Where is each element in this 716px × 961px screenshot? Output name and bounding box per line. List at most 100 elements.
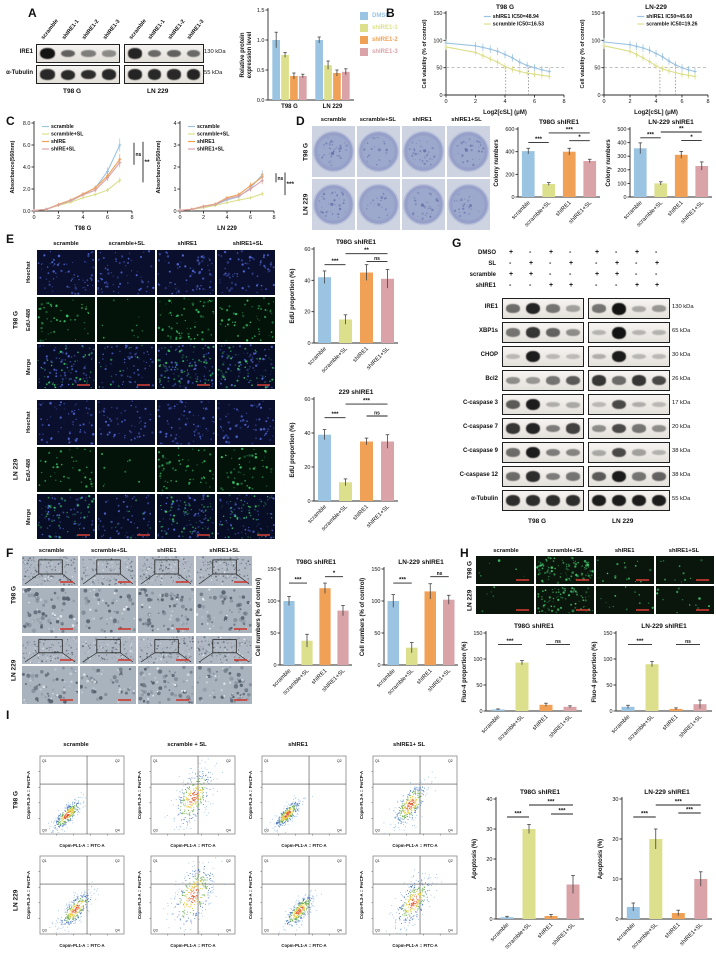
fluorescence-micrograph (217, 297, 275, 342)
fluo4-micrograph (476, 556, 534, 584)
lane-label: scramble (129, 19, 148, 41)
plus-minus-mark: + (529, 271, 533, 278)
svg-text:0.0: 0.0 (23, 209, 31, 215)
svg-text:**: ** (145, 159, 151, 166)
condition-header: scramble (312, 117, 355, 123)
plus-minus-mark: + (569, 260, 573, 267)
svg-text:scramble+SL: scramble+SL (627, 714, 656, 743)
plus-minus-mark: + (549, 249, 553, 256)
svg-text:Absorbance(560nm): Absorbance(560nm) (10, 140, 16, 193)
svg-text:***: *** (636, 639, 644, 645)
blot-strip (588, 490, 670, 511)
svg-text:0: 0 (377, 663, 380, 669)
svg-text:100: 100 (371, 599, 380, 605)
legend-label: shIRE1-3 (372, 49, 398, 55)
protein-label: IRE1 (6, 49, 33, 55)
plus-minus-mark: + (655, 260, 659, 267)
svg-text:Cell viability (% of control): Cell viability (% of control) (580, 19, 586, 88)
plus-minus-mark: + (635, 282, 639, 289)
blot-strip (36, 44, 120, 63)
lane-label: shIRE1-3 (187, 19, 205, 41)
kda-label: 65 kDa (672, 328, 690, 334)
panel-f-image-grid: T98 G LN 229 (8, 556, 256, 706)
svg-text:shIRE1: shIRE1 (352, 346, 370, 364)
condition-header: scramble (24, 742, 128, 748)
svg-text:100: 100 (473, 657, 482, 663)
svg-text:600: 600 (505, 127, 514, 133)
condition-header: shIRE1+SL (655, 548, 713, 554)
svg-text:Cell numbers (% of control): Cell numbers (% of control) (256, 578, 262, 656)
svg-text:shIRE1: shIRE1 (197, 139, 215, 145)
svg-text:0.5: 0.5 (257, 68, 265, 74)
svg-text:***: *** (399, 578, 407, 584)
svg-text:expression level: expression level (247, 31, 253, 78)
brightfield-micrograph (22, 556, 78, 586)
lane-label: scramble (41, 19, 60, 41)
condition-header: scramble+SL (82, 548, 137, 554)
treatment-label: scramble (452, 272, 496, 278)
svg-text:100: 100 (603, 657, 612, 663)
blot-strip (502, 346, 584, 367)
cell-line-label: T98 G (8, 556, 20, 633)
svg-text:shIRE+SL: shIRE+SL (51, 147, 76, 153)
svg-text:***: *** (535, 137, 543, 143)
blot-strip (124, 65, 204, 84)
svg-text:scramble: scramble (481, 714, 502, 735)
svg-text:shIRE1 IC50=48.94: shIRE1 IC50=48.94 (493, 14, 539, 20)
svg-text:50: 50 (436, 66, 442, 72)
svg-text:ns: ns (374, 256, 380, 262)
svg-text:shIRE1+SL: shIRE1+SL (568, 200, 594, 226)
svg-text:100: 100 (591, 38, 600, 44)
blot-strip (588, 466, 670, 487)
svg-text:0: 0 (479, 709, 482, 715)
cell-line-label: T98 G (300, 126, 312, 177)
svg-text:0: 0 (32, 215, 35, 221)
cell-line-label: T98 G (528, 518, 546, 525)
svg-text:scramble: scramble (51, 124, 74, 130)
cell-line-label: LN 229 (300, 179, 312, 230)
svg-text:1.5: 1.5 (257, 8, 265, 14)
stain-label: EdU-488 (23, 297, 35, 342)
condition-header: shIRE1+SL (197, 548, 252, 554)
blot-strip (502, 418, 584, 439)
svg-text:0: 0 (439, 93, 442, 99)
cell-line-label: LN 229 (10, 400, 22, 539)
svg-text:T98G shIRE1: T98G shIRE1 (539, 119, 579, 126)
plus-minus-mark: - (509, 260, 511, 267)
svg-text:50: 50 (270, 631, 276, 637)
blot-strip (588, 418, 670, 439)
brightfield-inset-micrograph (138, 588, 194, 633)
blot-strip (588, 322, 670, 343)
legend-swatch (360, 24, 368, 32)
blot-strip (588, 346, 670, 367)
svg-text:T98G shIRE1: T98G shIRE1 (336, 239, 376, 246)
condition-header: scramble+SL (98, 241, 156, 247)
svg-text:shIRE1+SL: shIRE1+SL (366, 504, 392, 530)
condition-header: shIRE1 (401, 117, 444, 123)
plus-minus-mark: + (615, 260, 619, 267)
panel-label-b: B (386, 6, 395, 20)
svg-text:Absorbance(560nm): Absorbance(560nm) (156, 140, 162, 193)
condition-header: shIRE1+SL (219, 241, 277, 247)
colony-dish (357, 179, 400, 230)
kda-label: 17 kDa (672, 400, 690, 406)
stain-label: Hoechst (23, 400, 35, 445)
fluo4-micrograph (536, 586, 594, 614)
svg-text:2: 2 (474, 99, 477, 105)
plus-minus-mark: - (615, 282, 617, 289)
svg-text:50: 50 (476, 683, 482, 689)
svg-text:8: 8 (272, 215, 275, 221)
svg-text:0: 0 (173, 209, 176, 215)
condition-header: scramble (477, 548, 535, 554)
svg-text:scramble: scramble (623, 200, 644, 221)
svg-text:2: 2 (57, 215, 60, 221)
